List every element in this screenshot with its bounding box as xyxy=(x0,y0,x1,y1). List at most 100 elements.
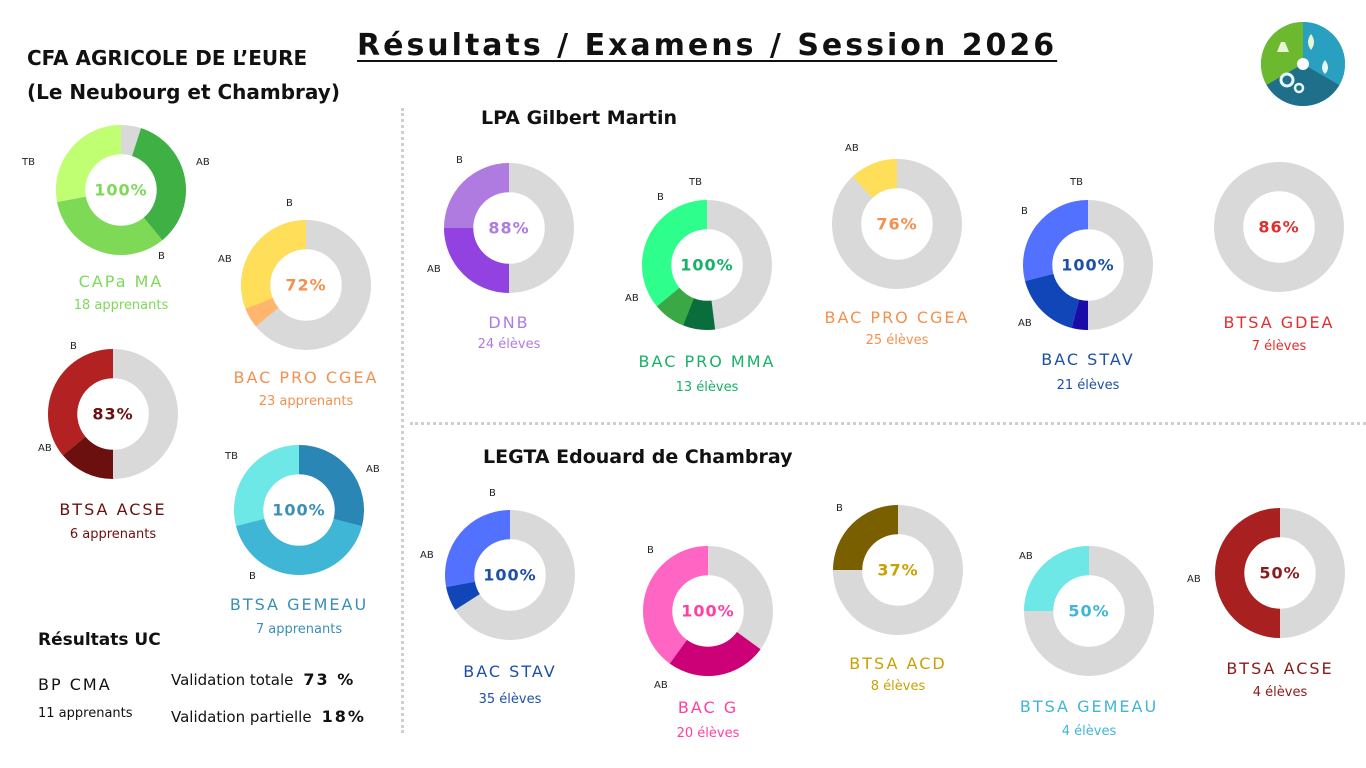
donut-center-label: 86% xyxy=(1258,217,1300,237)
segment-label-ab: AB xyxy=(218,254,232,265)
section-title-legta: LEGTA Edouard de Chambray xyxy=(483,446,793,468)
donut-center-label: 100% xyxy=(681,601,735,621)
chart-title: BAC STAV xyxy=(1041,350,1135,369)
donut-segment-b xyxy=(1025,273,1080,328)
donut-segment-ab xyxy=(445,510,510,588)
agriculture-science-logo-icon xyxy=(1259,20,1347,108)
uc-total-label: Validation totale xyxy=(171,671,294,689)
vertical-divider xyxy=(401,108,404,733)
chart-subtitle: 21 élèves xyxy=(1056,378,1120,393)
chart-subtitle: 7 apprenants xyxy=(255,622,343,637)
uc-program-name: BP CMA xyxy=(38,675,112,694)
segment-label-ab: AB xyxy=(420,550,434,561)
donut-center-label: 100% xyxy=(483,565,537,585)
chart-subtitle: 4 élèves xyxy=(1252,685,1308,700)
donut-center-label: 76% xyxy=(876,214,918,234)
uc-program-count: 11 apprenants xyxy=(38,706,133,721)
segment-label-b: B xyxy=(657,192,664,203)
segment-label-ab: AB xyxy=(654,680,668,691)
chart-title: BTSA ACD xyxy=(849,654,947,673)
segment-label-b: B xyxy=(158,251,165,262)
segment-label-b: B xyxy=(249,571,256,582)
donut-center-label: 50% xyxy=(1259,563,1301,583)
donut-segment-ab xyxy=(1024,546,1089,611)
donut-segment-b xyxy=(245,298,279,327)
chart-title: BAC PRO CGEA xyxy=(824,308,970,327)
uc-partial-value: 18% xyxy=(321,707,366,726)
segment-label-ab: AB xyxy=(38,443,52,454)
uc-partial-row: Validation partielle 18% xyxy=(171,707,366,726)
segment-label-ab: AB xyxy=(625,293,639,304)
donut-segment-ab xyxy=(852,159,897,198)
main-title: Résultats / Examens / Session 2026 xyxy=(357,28,1058,63)
donut-segment-ab xyxy=(47,349,113,456)
chart-subtitle: 4 élèves xyxy=(1061,724,1117,739)
chart-subtitle: 20 élèves xyxy=(676,726,740,741)
uc-title: Résultats UC xyxy=(38,630,161,650)
segment-label-ab: AB xyxy=(845,143,859,154)
chart-title: BTSA GEMEAU xyxy=(229,595,369,614)
uc-total-row: Validation totale 73 % xyxy=(171,670,355,689)
donut-center-label: 88% xyxy=(488,218,530,238)
donut-center-label: 83% xyxy=(92,404,134,424)
uc-partial-label: Validation partielle xyxy=(171,708,312,726)
chart-title: BAC STAV xyxy=(463,662,557,681)
horizontal-divider xyxy=(410,422,1366,425)
uc-total-value: 73 % xyxy=(303,670,356,689)
segment-label-b: B xyxy=(836,503,843,514)
chart-title: BAC PRO MMA xyxy=(638,352,776,371)
donut-segment-tb xyxy=(299,445,364,527)
chart-subtitle: 13 élèves xyxy=(675,380,739,395)
chart-subtitle: 24 élèves xyxy=(477,337,541,352)
org-title: CFA AGRICOLE DE L’EURE xyxy=(27,46,308,70)
segment-label-b: B xyxy=(456,155,463,166)
segment-label-tb: TB xyxy=(689,177,702,188)
chart-title: BTSA ACSE xyxy=(59,500,167,519)
donut-segment-b xyxy=(57,196,163,255)
donut-segment-ab xyxy=(643,546,708,664)
donut-segment-tb xyxy=(683,298,716,330)
donut-segment-ab xyxy=(642,200,707,307)
segment-label-b: B xyxy=(286,198,293,209)
segment-label-ab: AB xyxy=(1187,574,1201,585)
segment-label-b: B xyxy=(1021,206,1028,217)
donut-segment-b xyxy=(833,505,898,570)
segment-label-b: B xyxy=(647,545,654,556)
chart-subtitle: 7 élèves xyxy=(1251,339,1307,354)
chart-subtitle: 23 apprenants xyxy=(258,394,354,409)
chart-title: BAC PRO CGEA xyxy=(233,368,379,387)
segment-label-b: B xyxy=(70,341,77,352)
segment-label-ab: AB xyxy=(1018,318,1032,329)
chart-subtitle: 25 élèves xyxy=(865,333,929,348)
chart-title: BTSA GEMEAU xyxy=(1019,697,1159,716)
donut-segment-ab xyxy=(1215,508,1280,638)
donut-segment-ab xyxy=(444,163,509,228)
donut-segment-b xyxy=(444,228,509,293)
donut-center-label: 37% xyxy=(877,560,919,580)
segment-label-ab: AB xyxy=(196,157,210,168)
donut-center-label: 100% xyxy=(680,255,734,275)
segment-label-tb: TB xyxy=(1070,177,1083,188)
chart-subtitle: 35 élèves xyxy=(478,692,542,707)
chart-subtitle: 18 apprenants xyxy=(73,298,169,313)
chart-title: BTSA GDEA xyxy=(1223,313,1335,332)
chart-title: BTSA ACSE xyxy=(1226,659,1334,678)
donut-segment-ab xyxy=(234,445,299,527)
segment-label-ab: AB xyxy=(366,464,380,475)
donut-track xyxy=(1214,162,1344,292)
donut-center-label: 50% xyxy=(1068,601,1110,621)
donut-center-label: 100% xyxy=(1061,255,1115,275)
chart-title: BAC G xyxy=(677,698,739,717)
